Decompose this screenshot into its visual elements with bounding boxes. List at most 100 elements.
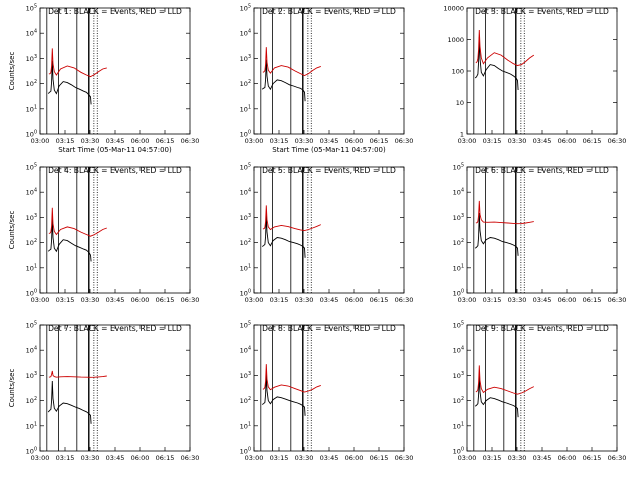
chart3-xtick-label: 06:30 [608, 137, 627, 145]
chart1-ytick-label: 103 [26, 54, 37, 63]
chart9-lld-line [475, 365, 534, 395]
chart8-ytick-label: 105 [240, 321, 251, 330]
chart2-xtick-label: 06:00 [345, 137, 364, 145]
chart2-ytick-label: 103 [240, 54, 251, 63]
chart9: 03:00 03:15 03:30 03:45 06:00 06:15 06:30 100 10… [453, 321, 627, 463]
chart5-xtick-label: 03:30 [295, 296, 314, 304]
chart3-frame [466, 7, 618, 135]
chart9-ytick-label: 104 [453, 346, 464, 355]
chart3-xtick-label: 03:30 [508, 137, 527, 145]
chart9-ytick-label: 105 [453, 321, 464, 330]
chart5-xtick-label: 03:00 [245, 296, 264, 304]
chart3-xtick-label: 06:15 [583, 137, 602, 145]
chart8-events-line [261, 373, 306, 416]
chart6-xtick-label: 06:00 [558, 296, 577, 304]
chart2-ytick-label: 104 [240, 29, 251, 38]
chart1-ylabel: Counts/sec [8, 52, 16, 91]
chart6-xtick-label: 06:15 [583, 296, 602, 304]
chart9-xtick-label: 06:00 [558, 454, 577, 462]
chart1-ytick-label: 104 [26, 29, 37, 38]
chart6-ytick-label: 104 [453, 188, 464, 197]
chart7-xtick-label: 06:30 [181, 454, 200, 462]
chart9-xtick-label: 06:30 [608, 454, 627, 462]
chart5-ytick-label: 101 [240, 263, 251, 272]
chart2-ytick-label: 100 [240, 130, 251, 139]
chart7-xtick-label: 03:00 [31, 454, 50, 462]
chart3-xtick-label: 03:45 [533, 137, 552, 145]
chart1-ytick-label: 100 [26, 130, 37, 139]
chart7-title: Det 7: BLACK = Events, RED = LLD [48, 324, 182, 333]
chart5-lld-line [262, 205, 321, 232]
chart1-xtick-label: 03:30 [81, 137, 100, 145]
chart2-title: Det 2: BLACK = Events, RED = LLD [262, 7, 396, 16]
chart7-lld-line [48, 370, 107, 378]
chart7: 03:00 03:15 03:30 03:45 06:00 06:15 06:30 100 10… [8, 321, 199, 463]
chart6-lld-line [475, 200, 534, 225]
chart4-title: Det 4: BLACK = Events, RED = LLD [48, 166, 182, 175]
chart6-frame [466, 166, 618, 294]
chart8-lld-line [262, 364, 321, 393]
chart6-ytick-label: 105 [453, 163, 464, 172]
chart5-xtick-label: 06:30 [395, 296, 414, 304]
chart4-xtick-label: 03:30 [81, 296, 100, 304]
chart6-ytick-label: 100 [453, 289, 464, 298]
chart5-ytick-label: 102 [240, 238, 251, 247]
chart2-ytick-label: 101 [240, 104, 251, 113]
chart5-events-line [261, 214, 306, 258]
chart1-xtick-label: 03:45 [106, 137, 125, 145]
chart1-title: Det 1: BLACK = Events, RED = LLD [48, 7, 182, 16]
chart3-lld-line [475, 29, 535, 66]
chart4-xtick-label: 03:15 [56, 296, 75, 304]
chart7-xtick-label: 03:15 [56, 454, 75, 462]
chart5-xtick-label: 03:45 [320, 296, 339, 304]
chart4-ytick-label: 105 [26, 163, 37, 172]
chart5-xtick-label: 03:15 [270, 296, 289, 304]
chart7-xtick-label: 03:45 [106, 454, 125, 462]
chart9-frame [466, 324, 618, 452]
chart1-events-line [47, 60, 92, 105]
chart4-xtick-label: 06:15 [156, 296, 175, 304]
chart8-xtick-label: 03:45 [320, 454, 339, 462]
chart7-ytick-label: 105 [26, 321, 37, 330]
chart3-xtick-label: 06:00 [558, 137, 577, 145]
chart8-ytick-label: 101 [240, 421, 251, 430]
chart3-ytick-label: 10 [456, 99, 464, 107]
chart9-events-line [474, 374, 519, 418]
chart4-xtick-label: 06:30 [181, 296, 200, 304]
chart2-xtick-label: 03:00 [245, 137, 264, 145]
chart8-xtick-label: 06:15 [370, 454, 389, 462]
chart6-xtick-label: 03:15 [483, 296, 502, 304]
chart8-ytick-label: 102 [240, 396, 251, 405]
chart6-xtick-label: 03:00 [458, 296, 477, 304]
chart5-frame [253, 166, 405, 294]
chart2-lld-line [262, 47, 321, 76]
chart8-xtick-label: 06:30 [395, 454, 414, 462]
chart4-lld-line [48, 207, 107, 237]
chart1-xlabel: Start Time (05-Mar-11 04:57:00) [58, 146, 172, 154]
chart2-frame [253, 7, 405, 135]
chart2-xtick-label: 06:15 [370, 137, 389, 145]
chart1-xtick-label: 03:15 [56, 137, 75, 145]
chart8-xtick-label: 03:00 [245, 454, 264, 462]
chart9-ytick-label: 102 [453, 396, 464, 405]
chart7-ytick-label: 104 [26, 346, 37, 355]
chart9-ytick-label: 101 [453, 421, 464, 430]
chart8-xtick-label: 06:00 [345, 454, 364, 462]
chart6-xtick-label: 03:45 [533, 296, 552, 304]
chart9-xtick-label: 06:15 [583, 454, 602, 462]
chart4-ytick-label: 104 [26, 188, 37, 197]
chart8-xtick-label: 03:30 [295, 454, 314, 462]
chart2: 03:00 03:15 03:30 03:45 06:00 06:15 06:30 100 10… [240, 4, 414, 155]
chart6-events-line [474, 212, 519, 256]
chart4-ylabel: Counts/sec [8, 211, 16, 250]
chart4-events-line [47, 219, 92, 262]
chart3-events-line [474, 36, 519, 91]
chart2-events-line [261, 59, 306, 102]
chart5-title: Det 5: BLACK = Events, RED = LLD [262, 166, 396, 175]
chart1: 03:00 03:15 03:30 03:45 06:00 06:15 06:30 100 10… [8, 4, 199, 155]
chart5-ytick-label: 100 [240, 289, 251, 298]
chart9-xtick-label: 03:00 [458, 454, 477, 462]
chart2-ytick-label: 102 [240, 79, 251, 88]
chart5-ytick-label: 104 [240, 188, 251, 197]
